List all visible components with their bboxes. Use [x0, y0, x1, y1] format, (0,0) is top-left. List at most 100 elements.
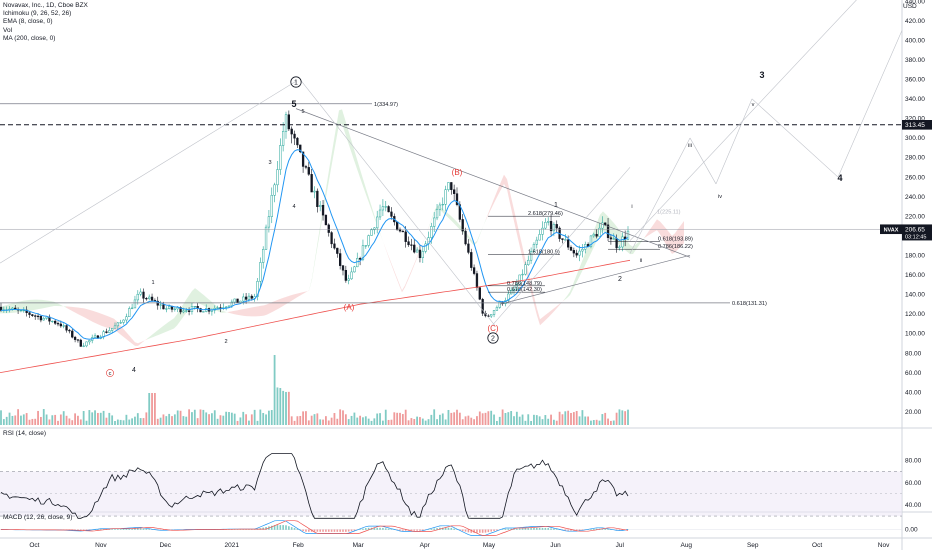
volume-bar — [199, 409, 202, 425]
ichimoku-cloud-segment — [30, 299, 33, 311]
candle-body — [518, 274, 521, 285]
ichimoku-cloud-segment — [177, 309, 180, 326]
candle-body — [145, 298, 148, 300]
macd-histogram-bar — [99, 529, 102, 530]
volume-bar — [233, 413, 236, 425]
volume-bar — [330, 417, 333, 425]
volume-bar — [119, 419, 122, 425]
candle-body — [467, 243, 470, 253]
rsi-legend-label[interactable]: RSI (14, close) — [3, 430, 46, 437]
volume-bar — [168, 413, 171, 425]
macd-legend-label[interactable]: MACD (12, 26, close, 9) — [3, 514, 73, 521]
macd-histogram-bar — [590, 529, 592, 530]
candle-body — [216, 307, 219, 309]
ichimoku-cloud-segment — [69, 306, 72, 311]
ichimoku-cloud-segment — [324, 182, 327, 209]
ichimoku-cloud-segment — [501, 174, 504, 190]
candle-body — [370, 229, 373, 236]
price-tick-label: 140.00 — [905, 292, 925, 299]
macd-histogram-bar — [459, 529, 461, 531]
volume-bar — [128, 419, 131, 425]
macd-histogram-bar — [313, 529, 316, 532]
ichimoku-cloud-segment — [582, 253, 585, 272]
volume-bar — [373, 418, 376, 425]
ichimoku-cloud-segment — [210, 300, 213, 310]
ichimoku-cloud-segment — [477, 233, 480, 243]
ichimoku-cloud-segment — [441, 207, 444, 214]
volume-bar — [25, 413, 28, 425]
macd-histogram-bar — [413, 529, 416, 531]
volume-bar — [51, 415, 54, 425]
volume-bar — [287, 391, 290, 425]
volume-bar — [176, 410, 179, 425]
wave-c-small-label: c — [109, 371, 112, 377]
ichimoku-cloud-segment — [561, 299, 564, 304]
macd-histogram-bar — [410, 529, 413, 531]
volume-bar — [293, 420, 296, 425]
macd-histogram-bar — [305, 529, 307, 532]
candle-body — [247, 295, 251, 300]
volume-bar — [216, 418, 219, 425]
macd-histogram-bar — [128, 528, 131, 530]
candle-body — [168, 306, 171, 309]
candle-body — [250, 295, 253, 299]
legend-ema[interactable]: EMA (8, close, 0) — [3, 18, 53, 26]
legend-ichimoku[interactable]: Ichimoku (9, 26, 52, 26) — [3, 10, 72, 18]
projection-5-line — [837, 30, 903, 178]
ichimoku-cloud-segment — [399, 282, 402, 293]
ichimoku-cloud-segment — [672, 233, 675, 254]
volume-bar — [245, 414, 247, 425]
legend-vol[interactable]: Vol — [3, 26, 13, 34]
candle-body — [572, 250, 576, 254]
ichimoku-cloud-segment — [456, 220, 459, 229]
ichimoku-cloud-segment — [84, 308, 87, 319]
volume-bar — [336, 418, 339, 425]
volume-bar — [8, 412, 11, 425]
candle-body — [73, 336, 77, 340]
ichimoku-cloud-segment — [426, 226, 429, 235]
candle-body — [447, 182, 450, 190]
candle-body — [111, 327, 114, 331]
ichimoku-cloud-segment — [21, 300, 24, 312]
candle-body — [561, 238, 564, 240]
ichimoku-cloud-segment — [468, 234, 471, 242]
volume-bar — [347, 419, 350, 425]
ichimoku-cloud-segment — [126, 331, 129, 342]
candle-body — [367, 235, 370, 246]
candle-body — [390, 211, 393, 217]
volume-bar — [535, 415, 538, 425]
legend-ma200[interactable]: MA (200, close, 0) — [3, 34, 56, 42]
candle-body — [384, 206, 387, 208]
macd-histogram-bar — [516, 528, 518, 530]
macd-histogram-bar — [447, 527, 450, 530]
candle-body — [276, 169, 279, 186]
ichimoku-cloud-segment — [303, 291, 306, 294]
wave-B-label: (B) — [452, 168, 463, 177]
legend-title[interactable]: Novavax, Inc., 1D, Cboe BZX — [3, 2, 88, 9]
volume-bar — [173, 414, 176, 425]
candle-body — [478, 287, 481, 300]
ichimoku-cloud-segment — [654, 219, 657, 232]
volume-bar — [54, 414, 57, 425]
volume-bar — [364, 416, 367, 425]
macd-histogram-bar — [376, 527, 378, 530]
macd-histogram-bar — [265, 526, 267, 530]
ichimoku-cloud-segment — [333, 127, 336, 158]
volume-bar — [350, 415, 353, 425]
candle-body — [364, 245, 367, 247]
candle-body — [59, 323, 63, 327]
ichimoku-cloud-segment — [660, 221, 663, 240]
volume-bar — [507, 412, 510, 425]
macd-histogram-bar — [342, 529, 344, 532]
ichimoku-cloud-segment — [624, 236, 627, 252]
macd-histogram-bar — [362, 528, 364, 530]
macd-histogram-bar — [436, 528, 438, 530]
candle-body — [464, 230, 467, 245]
ichimoku-cloud-segment — [531, 283, 534, 305]
ichimoku-cloud-segment — [663, 224, 666, 245]
macd-histogram-bar — [487, 529, 490, 533]
candle-body — [39, 316, 43, 321]
ichimoku-cloud-segment — [516, 218, 519, 243]
macd-histogram-bar — [538, 527, 541, 530]
